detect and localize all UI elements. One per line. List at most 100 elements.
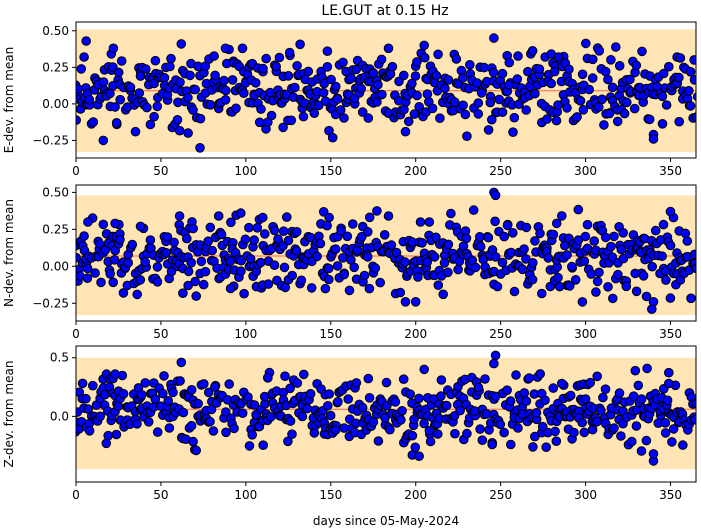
n-data-point (641, 291, 652, 302)
n-data-point (166, 266, 177, 277)
z-data-point (302, 403, 313, 414)
n-data-point (517, 264, 528, 275)
n-data-point (379, 230, 390, 240)
n-data-point (661, 275, 671, 285)
e-data-point (451, 54, 462, 64)
e-data-point (298, 111, 309, 122)
n-data-point (263, 279, 274, 289)
n-data-point (582, 219, 593, 230)
z-data-point (577, 417, 588, 428)
n-data-point (618, 228, 629, 238)
e-data-point (258, 63, 268, 74)
n-data-point (502, 220, 513, 231)
z-data-point (462, 428, 472, 439)
e-data-point (286, 115, 297, 126)
z-data-point (630, 365, 641, 376)
e-panel: 0 50 100 150 200 250 300 350 −0.25 0.00 0.25 0.50 E-… (2, 21, 697, 178)
n-data-point (236, 208, 246, 218)
n-data-point (565, 281, 575, 291)
n-data-point (287, 270, 298, 281)
n-data-point (152, 277, 163, 287)
z-data-point (441, 400, 452, 411)
n-data-point (83, 217, 93, 227)
e-data-point (661, 100, 672, 110)
z-data-point (351, 378, 362, 388)
z-data-point (191, 445, 201, 456)
e-data-point (412, 57, 422, 67)
e-data-point (485, 97, 496, 108)
e-data-point (664, 61, 674, 72)
n-data-point (190, 276, 200, 287)
e-data-point (188, 105, 198, 115)
n-data-point (336, 226, 347, 236)
e-data-point (658, 68, 669, 79)
z-data-point (111, 429, 122, 440)
n-data-point (490, 190, 501, 201)
n-data-point (269, 260, 280, 271)
n-data-point (650, 225, 661, 236)
n-x-tick-label: 250 (489, 327, 512, 341)
e-data-point (637, 46, 647, 57)
n-data-point (573, 204, 584, 215)
e-data-point (332, 94, 343, 104)
z-data-point (550, 426, 560, 437)
z-data-point (505, 396, 516, 406)
n-data-point (330, 244, 341, 254)
e-data-point (152, 101, 163, 112)
e-data-point (357, 107, 368, 117)
e-data-point (691, 112, 696, 122)
e-data-point (205, 100, 216, 110)
z-data-point (203, 387, 214, 398)
e-data-point (290, 82, 300, 93)
n-data-point (90, 268, 100, 278)
z-data-point (540, 395, 550, 406)
n-data-point (344, 285, 355, 296)
z-data-point (380, 413, 390, 423)
n-data-point (400, 297, 411, 307)
z-data-point (178, 407, 189, 418)
e-data-point (458, 73, 468, 83)
z-data-point (565, 390, 576, 401)
e-data-point (435, 113, 445, 123)
n-data-point (332, 261, 343, 271)
e-data-point (183, 92, 193, 103)
z-x-tick-label: 0 (72, 488, 80, 502)
e-data-point (84, 94, 95, 105)
e-data-point (377, 89, 387, 100)
n-y-tick-label: 0.00 (42, 259, 69, 273)
n-data-point (362, 252, 373, 262)
n-data-point (324, 212, 334, 223)
e-data-point (176, 39, 187, 49)
n-data-point (665, 206, 676, 217)
n-data-point (562, 250, 572, 260)
e-data-point (190, 84, 200, 95)
e-data-point (356, 83, 367, 94)
n-data-point (577, 297, 588, 307)
n-data-point (370, 263, 381, 273)
z-data-point (205, 416, 215, 427)
n-x-tick-label: 350 (659, 327, 682, 341)
e-data-point (600, 66, 611, 77)
n-data-point (616, 244, 627, 255)
z-data-point (175, 376, 185, 386)
n-data-point (240, 234, 251, 245)
z-data-point (283, 436, 293, 447)
z-data-point (297, 411, 308, 422)
chart-title: LE.GUT at 0.15 Hz (321, 3, 448, 19)
e-y-tick-label: 0.00 (42, 97, 69, 111)
z-data-point (132, 419, 142, 429)
e-data-point (108, 62, 118, 72)
e-data-point (149, 111, 159, 122)
z-data-point (636, 446, 647, 456)
e-data-point (587, 73, 598, 83)
n-data-point (292, 227, 302, 237)
z-x-tick-label: 200 (404, 488, 427, 502)
n-data-point (260, 229, 270, 239)
z-data-point (495, 419, 506, 430)
n-data-point (226, 217, 236, 228)
e-data-point (419, 52, 430, 63)
n-data-point (258, 212, 268, 223)
z-data-point (287, 429, 297, 440)
z-data-point (480, 374, 490, 384)
e-data-point (322, 62, 333, 72)
